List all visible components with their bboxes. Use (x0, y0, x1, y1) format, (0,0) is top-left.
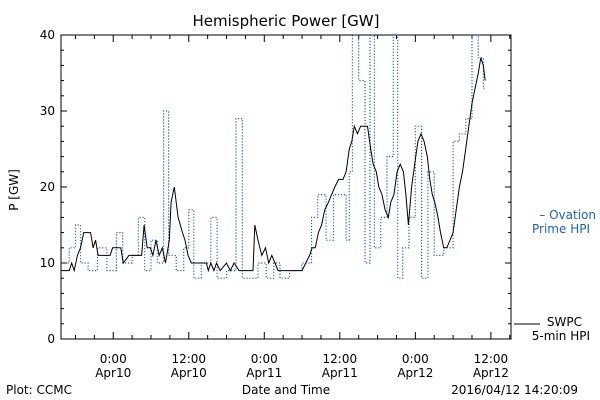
y-axis-label: P [GW] (7, 169, 21, 211)
x-tick-label-time: 0:00 (251, 352, 278, 366)
x-tick-label-date: Apr11 (322, 366, 358, 380)
legend-swpc-line1: SWPC (547, 315, 582, 329)
x-tick-label-time: 0:00 (100, 352, 127, 366)
x-tick-label-date: Apr12 (397, 366, 433, 380)
legend-item-swpc: SWPC 5-min HPI (514, 315, 590, 343)
y-tick-label: 40 (40, 28, 55, 42)
y-tick-label: 10 (40, 256, 55, 270)
x-axis-ticks: 0:00Apr1012:00Apr100:00Apr1112:00Apr110:… (74, 35, 511, 380)
y-axis-ticks: 0 10 20 30 40 (40, 28, 511, 346)
footer-source: Plot: CCMC (6, 383, 72, 397)
x-tick-label-date: Apr12 (473, 366, 509, 380)
x-tick-label-time: 12:00 (171, 352, 206, 366)
series-swpc-line (61, 57, 486, 273)
legend-swpc-line2: 5-min HPI (532, 329, 590, 343)
x-tick-label-time: 12:00 (474, 352, 509, 366)
y-tick-label: 30 (40, 104, 55, 118)
series-ovation-prime-line (61, 34, 486, 279)
plot-frame (60, 34, 512, 340)
y-tick-label: 20 (40, 180, 55, 194)
x-tick-label-date: Apr11 (246, 366, 282, 380)
footer-timestamp: 2016/04/12 14:20:09 (451, 383, 578, 397)
legend-ovation-line2: Prime HPI (532, 222, 590, 236)
x-tick-label-date: Apr10 (95, 366, 131, 380)
series-layer (61, 34, 486, 279)
x-tick-label-time: 0:00 (402, 352, 429, 366)
legend-ovation-line1: – Ovation (539, 208, 596, 222)
legend-item-ovation: – Ovation Prime HPI (532, 208, 596, 236)
legend: – Ovation Prime HPI SWPC 5-min HPI (514, 208, 596, 343)
chart-title: Hemispheric Power [GW] (193, 12, 380, 30)
x-tick-label-date: Apr10 (171, 366, 207, 380)
x-tick-label-time: 12:00 (323, 352, 358, 366)
x-axis-label: Date and Time (242, 383, 330, 397)
y-tick-label: 0 (47, 332, 55, 346)
